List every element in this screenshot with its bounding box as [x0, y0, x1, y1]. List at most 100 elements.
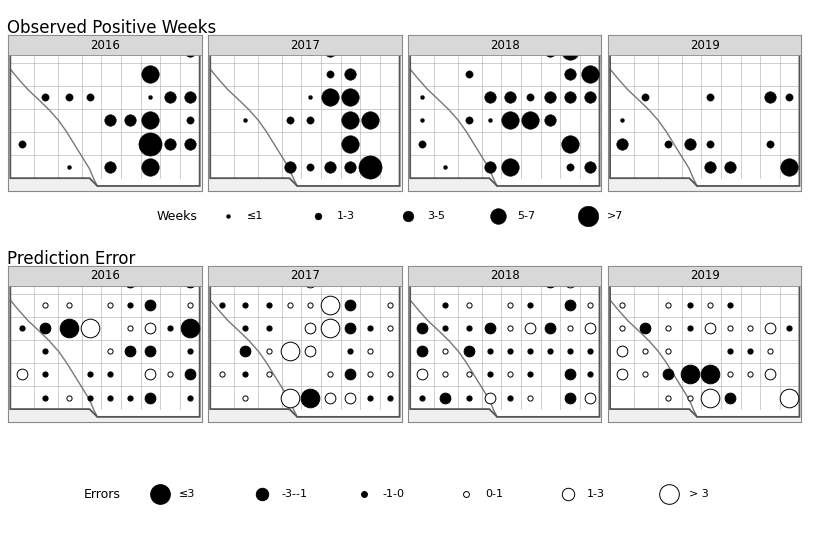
Point [638, 278, 652, 286]
Point [763, 93, 776, 101]
Point [215, 370, 228, 379]
Point [383, 301, 396, 309]
Text: 2016: 2016 [90, 39, 120, 52]
Point [262, 347, 276, 355]
Point [103, 370, 117, 379]
Point [563, 139, 576, 148]
Point [583, 347, 596, 355]
Point [344, 116, 357, 125]
Text: Observed Positive Weeks: Observed Positive Weeks [7, 19, 216, 37]
Point [183, 370, 197, 379]
Text: 1-3: 1-3 [587, 489, 605, 499]
Text: ≤3: ≤3 [179, 489, 196, 499]
Point [363, 393, 376, 402]
Point [123, 278, 137, 286]
Point [163, 324, 176, 332]
Point [344, 324, 357, 332]
FancyBboxPatch shape [208, 35, 402, 55]
Point [783, 324, 796, 332]
Point [662, 278, 675, 286]
Point [783, 93, 796, 101]
Text: 2018: 2018 [490, 270, 520, 282]
Point [183, 301, 197, 309]
Point [163, 93, 176, 101]
Point [239, 347, 252, 355]
Point [183, 116, 197, 125]
Point [183, 139, 197, 148]
Point [615, 116, 628, 125]
Point [62, 93, 76, 101]
Point [84, 278, 97, 286]
Point [221, 212, 234, 221]
Point [462, 301, 475, 309]
Point [563, 278, 576, 286]
Text: Weeks: Weeks [156, 209, 197, 223]
Point [262, 301, 276, 309]
Point [363, 116, 376, 125]
Point [615, 370, 628, 379]
Point [344, 393, 357, 402]
Point [39, 393, 52, 402]
Point [723, 393, 737, 402]
Point [144, 393, 157, 402]
Point [144, 278, 157, 286]
Text: ≤1: ≤1 [247, 211, 263, 221]
Point [303, 47, 317, 55]
Point [303, 278, 317, 286]
Point [523, 370, 537, 379]
Point [103, 347, 117, 355]
Point [763, 347, 776, 355]
Point [303, 93, 317, 101]
Point [484, 347, 497, 355]
Point [503, 347, 517, 355]
Point [39, 93, 52, 101]
Point [303, 393, 317, 402]
Point [415, 370, 428, 379]
Polygon shape [410, 271, 600, 417]
Point [703, 370, 717, 379]
Point [239, 370, 252, 379]
Text: 1-3: 1-3 [337, 211, 354, 221]
Point [462, 347, 475, 355]
Polygon shape [610, 271, 800, 417]
Point [284, 393, 297, 402]
Point [323, 93, 337, 101]
Point [144, 347, 157, 355]
FancyBboxPatch shape [208, 266, 402, 286]
Point [84, 93, 97, 101]
Point [415, 347, 428, 355]
Point [583, 93, 596, 101]
Text: 2018: 2018 [490, 39, 520, 52]
Point [438, 278, 452, 286]
Point [703, 301, 717, 309]
Point [255, 490, 269, 498]
Point [503, 93, 517, 101]
Point [543, 347, 557, 355]
Point [783, 162, 796, 171]
Point [684, 324, 697, 332]
Point [663, 490, 676, 498]
Point [311, 212, 324, 221]
Point [39, 278, 52, 286]
Point [484, 370, 497, 379]
Point [62, 393, 76, 402]
Point [383, 393, 396, 402]
Point [402, 212, 415, 221]
Point [684, 301, 697, 309]
Point [503, 162, 517, 171]
Point [284, 347, 297, 355]
Point [438, 162, 452, 171]
Point [39, 301, 52, 309]
Point [323, 324, 337, 332]
Point [84, 370, 97, 379]
Point [615, 139, 628, 148]
Point [15, 139, 29, 148]
Point [563, 347, 576, 355]
Point [84, 324, 97, 332]
Point [583, 162, 596, 171]
Point [563, 47, 576, 55]
Point [123, 116, 137, 125]
FancyBboxPatch shape [608, 266, 801, 286]
Point [703, 93, 717, 101]
Point [415, 139, 428, 148]
